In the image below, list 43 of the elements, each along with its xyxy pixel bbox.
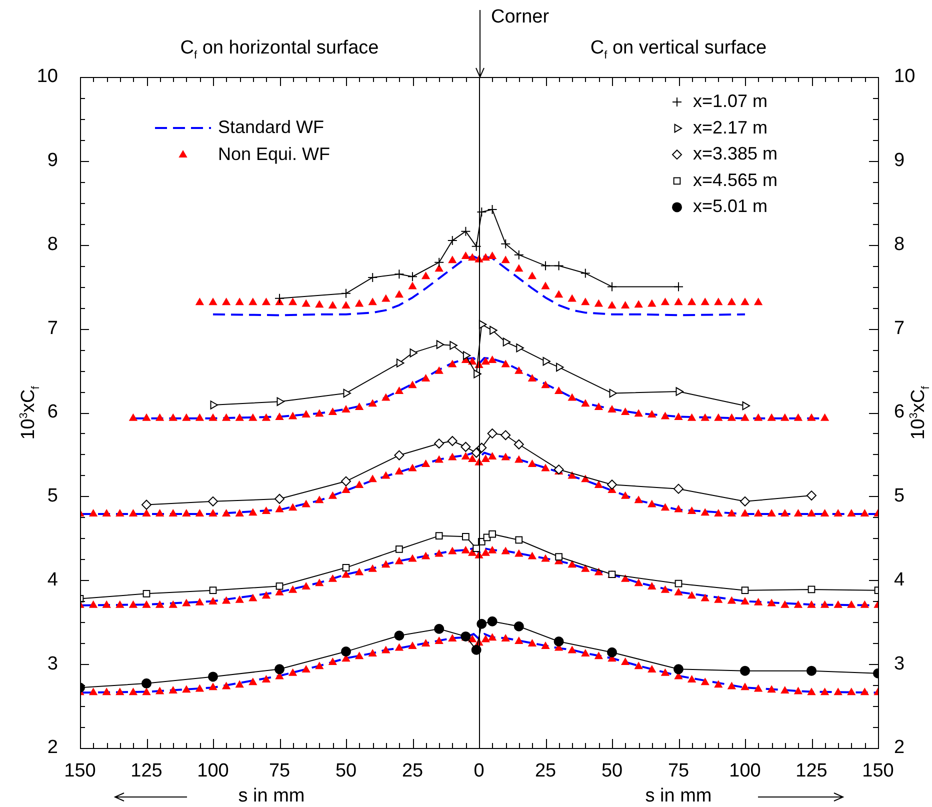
- y-tick-label: 7: [47, 318, 58, 339]
- y2-tick-label: 10: [894, 66, 916, 88]
- y-tick-label: 9: [47, 150, 58, 172]
- text: C$_{f}$ on vertical surface: [590, 38, 767, 62]
- legend-label: x=2.17 m: [693, 117, 768, 138]
- x-tick-label: 25: [534, 760, 556, 782]
- x-tick-label: 150: [862, 760, 894, 782]
- x-tick-label: 100: [729, 760, 761, 782]
- y-tick-label: 8: [47, 234, 58, 255]
- y-tick-label: 2: [47, 737, 58, 758]
- y-tick-label: 5: [47, 486, 58, 507]
- text: C$_{f}$ on horizontal surface: [180, 38, 379, 62]
- x-tick-label: 50: [601, 760, 623, 782]
- x-tick-label: 0: [474, 760, 484, 782]
- legend-label: x=5.01 m: [693, 196, 768, 216]
- legend-label: x=1.07 m: [693, 90, 768, 111]
- legend-label: x=3.385 m: [693, 144, 778, 164]
- x-tick-label: 75: [668, 760, 690, 782]
- y-tick-label: 3: [47, 653, 58, 674]
- legend-label: Non Equi. WF: [218, 144, 330, 164]
- x-tick-label: 50: [335, 760, 357, 782]
- x-tick-label: 125: [796, 760, 828, 782]
- y-tick-label: 6: [47, 402, 58, 423]
- y-tick-label: 4: [47, 569, 58, 590]
- text: s in mm: [238, 786, 305, 807]
- y2-tick-label: 4: [894, 569, 905, 590]
- y2-tick-label: 8: [894, 234, 905, 255]
- text: s in mm: [645, 786, 712, 807]
- y2-tick-label: 9: [894, 150, 905, 172]
- x-tick-label: 25: [402, 760, 424, 782]
- x-tick-label: 125: [130, 760, 162, 782]
- y2-tick-label: 3: [894, 653, 905, 674]
- legend-label: x=4.565 m: [693, 170, 778, 190]
- legend-label: Standard WF: [218, 116, 324, 137]
- y2-tick-label: 7: [894, 318, 905, 339]
- x-tick-label: 150: [64, 760, 96, 782]
- y2-tick-label: 6: [894, 402, 905, 423]
- x-tick-label: 100: [197, 760, 229, 782]
- y2-tick-label: 5: [894, 486, 905, 507]
- text: Corner: [491, 6, 550, 28]
- x-tick-label: 75: [268, 760, 290, 782]
- y-tick-label: 10: [36, 66, 58, 88]
- y2-tick-label: 2: [894, 737, 905, 758]
